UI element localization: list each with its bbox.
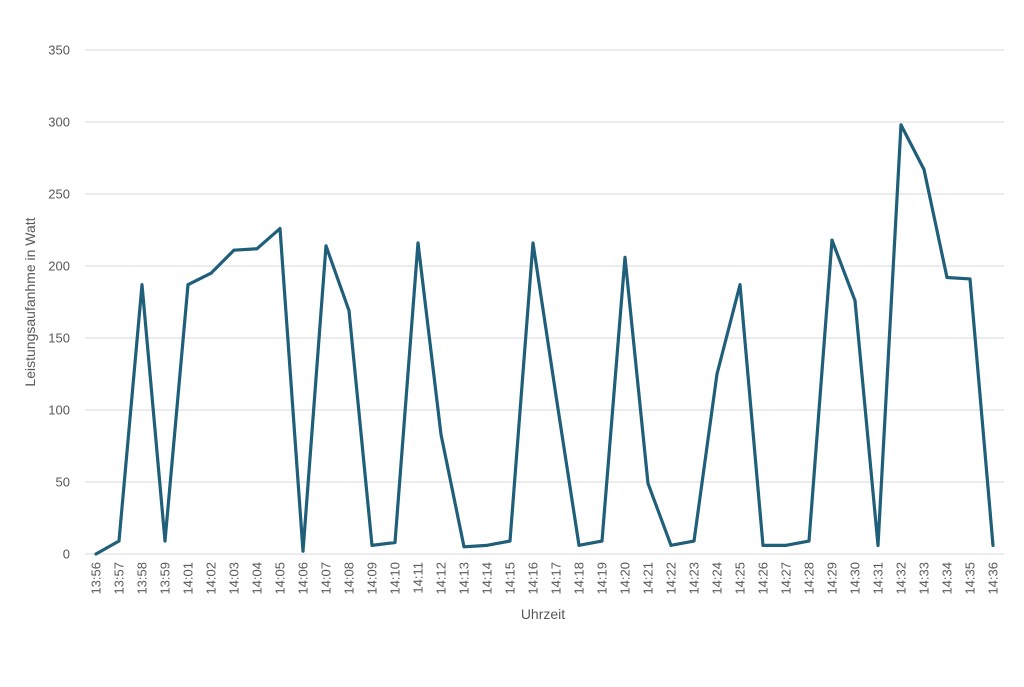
x-tick-label: 14:34 [940,562,955,595]
x-tick-label: 14:06 [296,562,311,595]
y-tick-label: 0 [63,547,70,562]
x-tick-label: 14:31 [871,562,886,595]
x-tick-label: 14:30 [848,562,863,595]
data-point [117,539,121,543]
x-tick-label: 14:04 [250,562,265,595]
data-point [646,481,650,485]
data-point [255,247,259,251]
data-point [301,549,305,553]
data-point [899,123,903,127]
x-tick-label: 14:02 [204,562,219,595]
data-point [347,309,351,313]
x-tick-label: 13:58 [135,562,150,595]
x-tick-label: 13:57 [112,562,127,595]
x-tick-label: 13:56 [89,562,104,595]
x-tick-label: 14:15 [503,562,518,595]
data-point [692,539,696,543]
data-point [439,432,443,436]
data-point [830,238,834,242]
y-tick-label: 50 [56,475,70,490]
data-point [531,241,535,245]
data-point [186,283,190,287]
x-tick-label: 14:32 [894,562,909,595]
x-axis-tick-labels: 13:56 13:57 13:58 13:59 14:01 14:02 14:03 14:04… [89,562,1001,595]
y-axis-title: Leistungsaufanhme in Watt [22,217,38,386]
data-point [807,539,811,543]
y-tick-label: 350 [48,43,70,58]
data-point [370,543,374,547]
x-tick-label: 14:09 [365,562,380,595]
series-line [94,123,995,556]
data-point [485,543,489,547]
data-point [393,540,397,544]
x-tick-label: 14:28 [802,562,817,595]
x-tick-label: 14:25 [733,562,748,595]
data-point [968,277,972,281]
x-tick-label: 14:03 [227,562,242,595]
y-tick-label: 100 [48,403,70,418]
x-tick-label: 14:16 [526,562,541,595]
x-tick-label: 14:36 [986,562,1001,595]
x-tick-label: 14:21 [641,562,656,595]
x-tick-label: 14:20 [618,562,633,595]
data-point [600,539,604,543]
data-point [876,543,880,547]
series-group [94,123,995,556]
x-tick-label: 14:29 [825,562,840,595]
x-tick-label: 14:11 [411,562,426,594]
data-point [508,539,512,543]
data-point [209,271,213,275]
x-tick-label: 14:14 [480,562,495,595]
data-point [462,545,466,549]
data-point [922,168,926,172]
y-axis-tick-labels: 0 50 100 150 200 250 300 350 [48,43,70,562]
data-point [623,255,627,259]
data-point [163,539,167,543]
data-point [761,543,765,547]
x-tick-label: 14:07 [319,562,334,595]
y-tick-label: 300 [48,115,70,130]
data-point [784,543,788,547]
data-point [554,394,558,398]
x-tick-label: 14:08 [342,562,357,595]
x-tick-label: 14:12 [434,562,449,595]
x-tick-label: 14:05 [273,562,288,595]
x-tick-label: 14:23 [687,562,702,595]
y-tick-label: 250 [48,187,70,202]
x-tick-label: 14:18 [572,562,587,595]
y-tick-label: 200 [48,259,70,274]
data-point [278,227,282,231]
data-point [94,552,98,556]
x-tick-label: 14:17 [549,562,564,595]
data-point [715,372,719,376]
x-axis-title: Uhrzeit [521,606,565,622]
x-tick-label: 14:35 [963,562,978,595]
y-tick-label: 150 [48,331,70,346]
data-point [140,283,144,287]
data-point [324,244,328,248]
data-point [232,248,236,252]
data-point [738,283,742,287]
x-tick-label: 14:01 [181,562,196,595]
x-tick-label: 14:33 [917,562,932,595]
x-tick-label: 13:59 [158,562,173,595]
x-tick-label: 14:26 [756,562,771,595]
data-point [853,299,857,303]
x-tick-label: 14:10 [388,562,403,595]
data-point [945,276,949,280]
x-tick-label: 14:13 [457,562,472,595]
x-tick-label: 14:24 [710,562,725,595]
data-point [669,543,673,547]
data-point [991,543,995,547]
data-point [577,543,581,547]
x-tick-label: 14:19 [595,562,610,595]
x-tick-label: 14:27 [779,562,794,595]
data-point [416,241,420,245]
gridlines [85,49,1004,555]
x-tick-label: 14:22 [664,562,679,595]
